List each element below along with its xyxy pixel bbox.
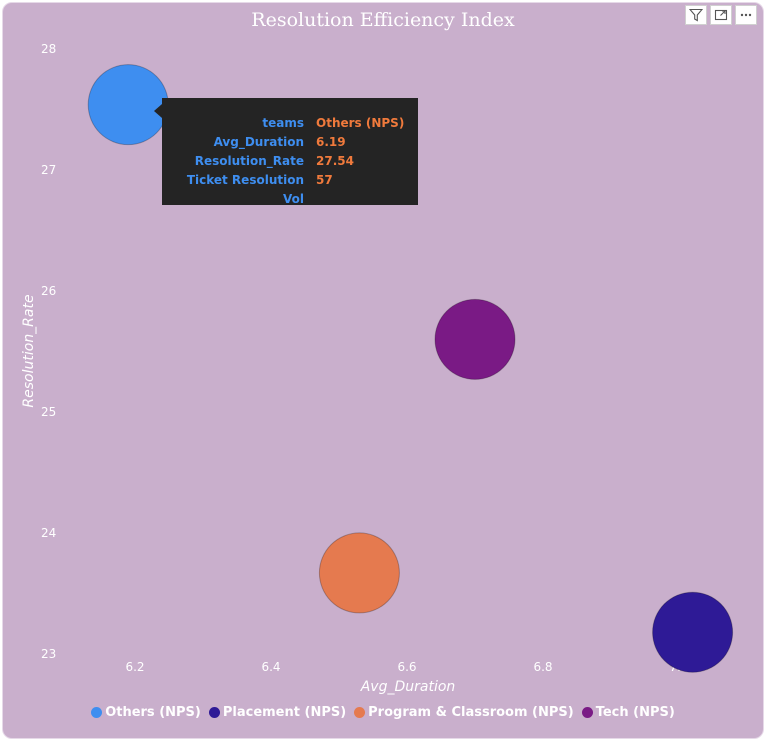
tooltip-key: Resolution_Rate (194, 154, 304, 168)
legend-swatch (91, 707, 103, 718)
legend-item-others[interactable]: Others (NPS) (91, 705, 201, 720)
x-tick-label: 6.2 (125, 660, 144, 674)
y-tick-label: 27 (41, 163, 56, 177)
y-tick-label: 24 (41, 526, 56, 540)
tooltip-value: 27.54 (316, 154, 354, 168)
x-tick-label: 6.8 (533, 660, 552, 674)
bubble-placement-nps[interactable] (652, 591, 734, 673)
legend-item-tech[interactable]: Tech (NPS) (581, 705, 675, 720)
tooltip-key: Ticket Resolution Vol (186, 173, 304, 206)
more-options-icon (740, 13, 752, 17)
tooltip-value: 6.19 (316, 135, 346, 149)
y-tick-label: 26 (41, 284, 56, 298)
bubble-program-classroom-nps[interactable] (318, 532, 400, 614)
legend-label: Tech (NPS) (595, 705, 675, 720)
x-axis: 6.26.46.66.87.0 (125, 660, 688, 674)
legend-swatch (208, 707, 220, 718)
legend-label: Others (NPS) (105, 705, 201, 720)
tooltip-row: Avg_Duration 6.19 (172, 133, 408, 152)
legend-label: Program & Classroom (NPS) (368, 705, 574, 720)
tooltip-key: Avg_Duration (213, 135, 304, 149)
chart-title: Resolution Efficiency Index (251, 9, 515, 31)
legend-label: Placement (NPS) (222, 705, 347, 720)
legend-item-placement[interactable]: Placement (NPS) (208, 705, 347, 720)
x-axis-title: Avg_Duration (360, 679, 456, 695)
bubble-tech-nps[interactable] (434, 298, 516, 380)
filter-icon (689, 8, 703, 22)
more-options-button[interactable] (735, 5, 757, 25)
tooltip-value: 57 (316, 173, 333, 187)
y-axis: 23 24 25 26 27 28 (41, 42, 56, 661)
tooltip-row: Ticket Resolution Vol 57 (172, 171, 408, 206)
legend: Others (NPS) Placement (NPS) Program & C… (3, 705, 763, 720)
x-tick-label: 6.6 (397, 660, 416, 674)
tooltip-key: teams (262, 116, 304, 130)
filter-button[interactable] (685, 5, 707, 25)
tooltip: teams Others (NPS) Avg_Duration 6.19 Res… (154, 98, 418, 206)
tooltip-row: Resolution_Rate 27.54 (172, 152, 408, 171)
x-tick-label: 6.4 (261, 660, 280, 674)
bubbles (87, 64, 734, 673)
y-tick-label: 23 (41, 647, 56, 661)
focus-mode-button[interactable] (710, 5, 732, 25)
visual-header (685, 5, 757, 25)
focus-mode-icon (714, 9, 728, 21)
legend-swatch (581, 707, 593, 718)
legend-swatch (354, 707, 366, 718)
y-tick-label: 25 (41, 405, 56, 419)
y-tick-label: 28 (41, 42, 56, 56)
tooltip-value: Others (NPS) (316, 116, 405, 130)
tooltip-row: teams Others (NPS) (172, 114, 408, 133)
y-axis-title: Resolution_Rate (21, 294, 37, 407)
legend-item-program-classroom[interactable]: Program & Classroom (NPS) (354, 705, 574, 720)
